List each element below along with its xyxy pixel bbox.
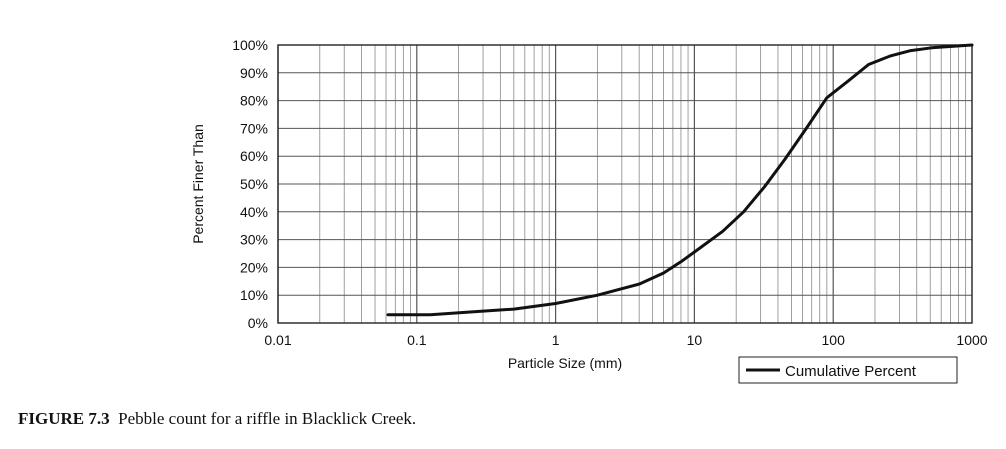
x-tick-label: 1000	[956, 332, 987, 348]
series-layer	[386, 43, 974, 317]
x-axis-title: Particle Size (mm)	[508, 355, 622, 371]
x-tick-label: 0.1	[407, 332, 427, 348]
y-tick-label: 60%	[240, 148, 268, 164]
y-axis-tick-labels: 0% 10% 20% 30% 40% 50% 60% 70% 80% 90% 100%	[232, 37, 268, 331]
y-tick-label: 0%	[248, 315, 268, 331]
y-tick-label: 20%	[240, 259, 268, 275]
y-tick-label: 30%	[240, 232, 268, 248]
figure-label: FIGURE 7.3	[18, 409, 110, 428]
x-tick-label: 100	[822, 332, 846, 348]
y-tick-label: 10%	[240, 287, 268, 303]
chart: 0.01 0.1 1 10 100 1000 0% 10% 20% 30% 40% 50% 60% 70…	[190, 37, 988, 384]
y-tick-label: 40%	[240, 204, 268, 220]
y-tick-label: 90%	[240, 65, 268, 81]
y-tick-label: 100%	[232, 37, 268, 53]
y-tick-label: 50%	[240, 176, 268, 192]
legend: Cumulative Percent	[738, 356, 958, 384]
legend-label-cumulative-percent: Cumulative Percent	[785, 363, 917, 380]
x-tick-label: 1	[552, 332, 560, 348]
series-line-cumulative-percent	[386, 43, 974, 317]
x-tick-label: 0.01	[264, 332, 291, 348]
x-tick-label: 10	[687, 332, 703, 348]
y-axis-title: Percent Finer Than	[190, 124, 206, 244]
x-axis-tick-labels: 0.01 0.1 1 10 100 1000	[264, 332, 987, 348]
plot-frame	[277, 44, 973, 324]
plot-border	[277, 44, 973, 324]
figure-caption: FIGURE 7.3 Pebble count for a riffle in …	[18, 409, 416, 429]
y-tick-label: 70%	[240, 120, 268, 136]
figure-caption-text: Pebble count for a riffle in Blacklick C…	[118, 409, 417, 428]
y-tick-label: 80%	[240, 93, 268, 109]
grid-lines	[277, 44, 972, 324]
